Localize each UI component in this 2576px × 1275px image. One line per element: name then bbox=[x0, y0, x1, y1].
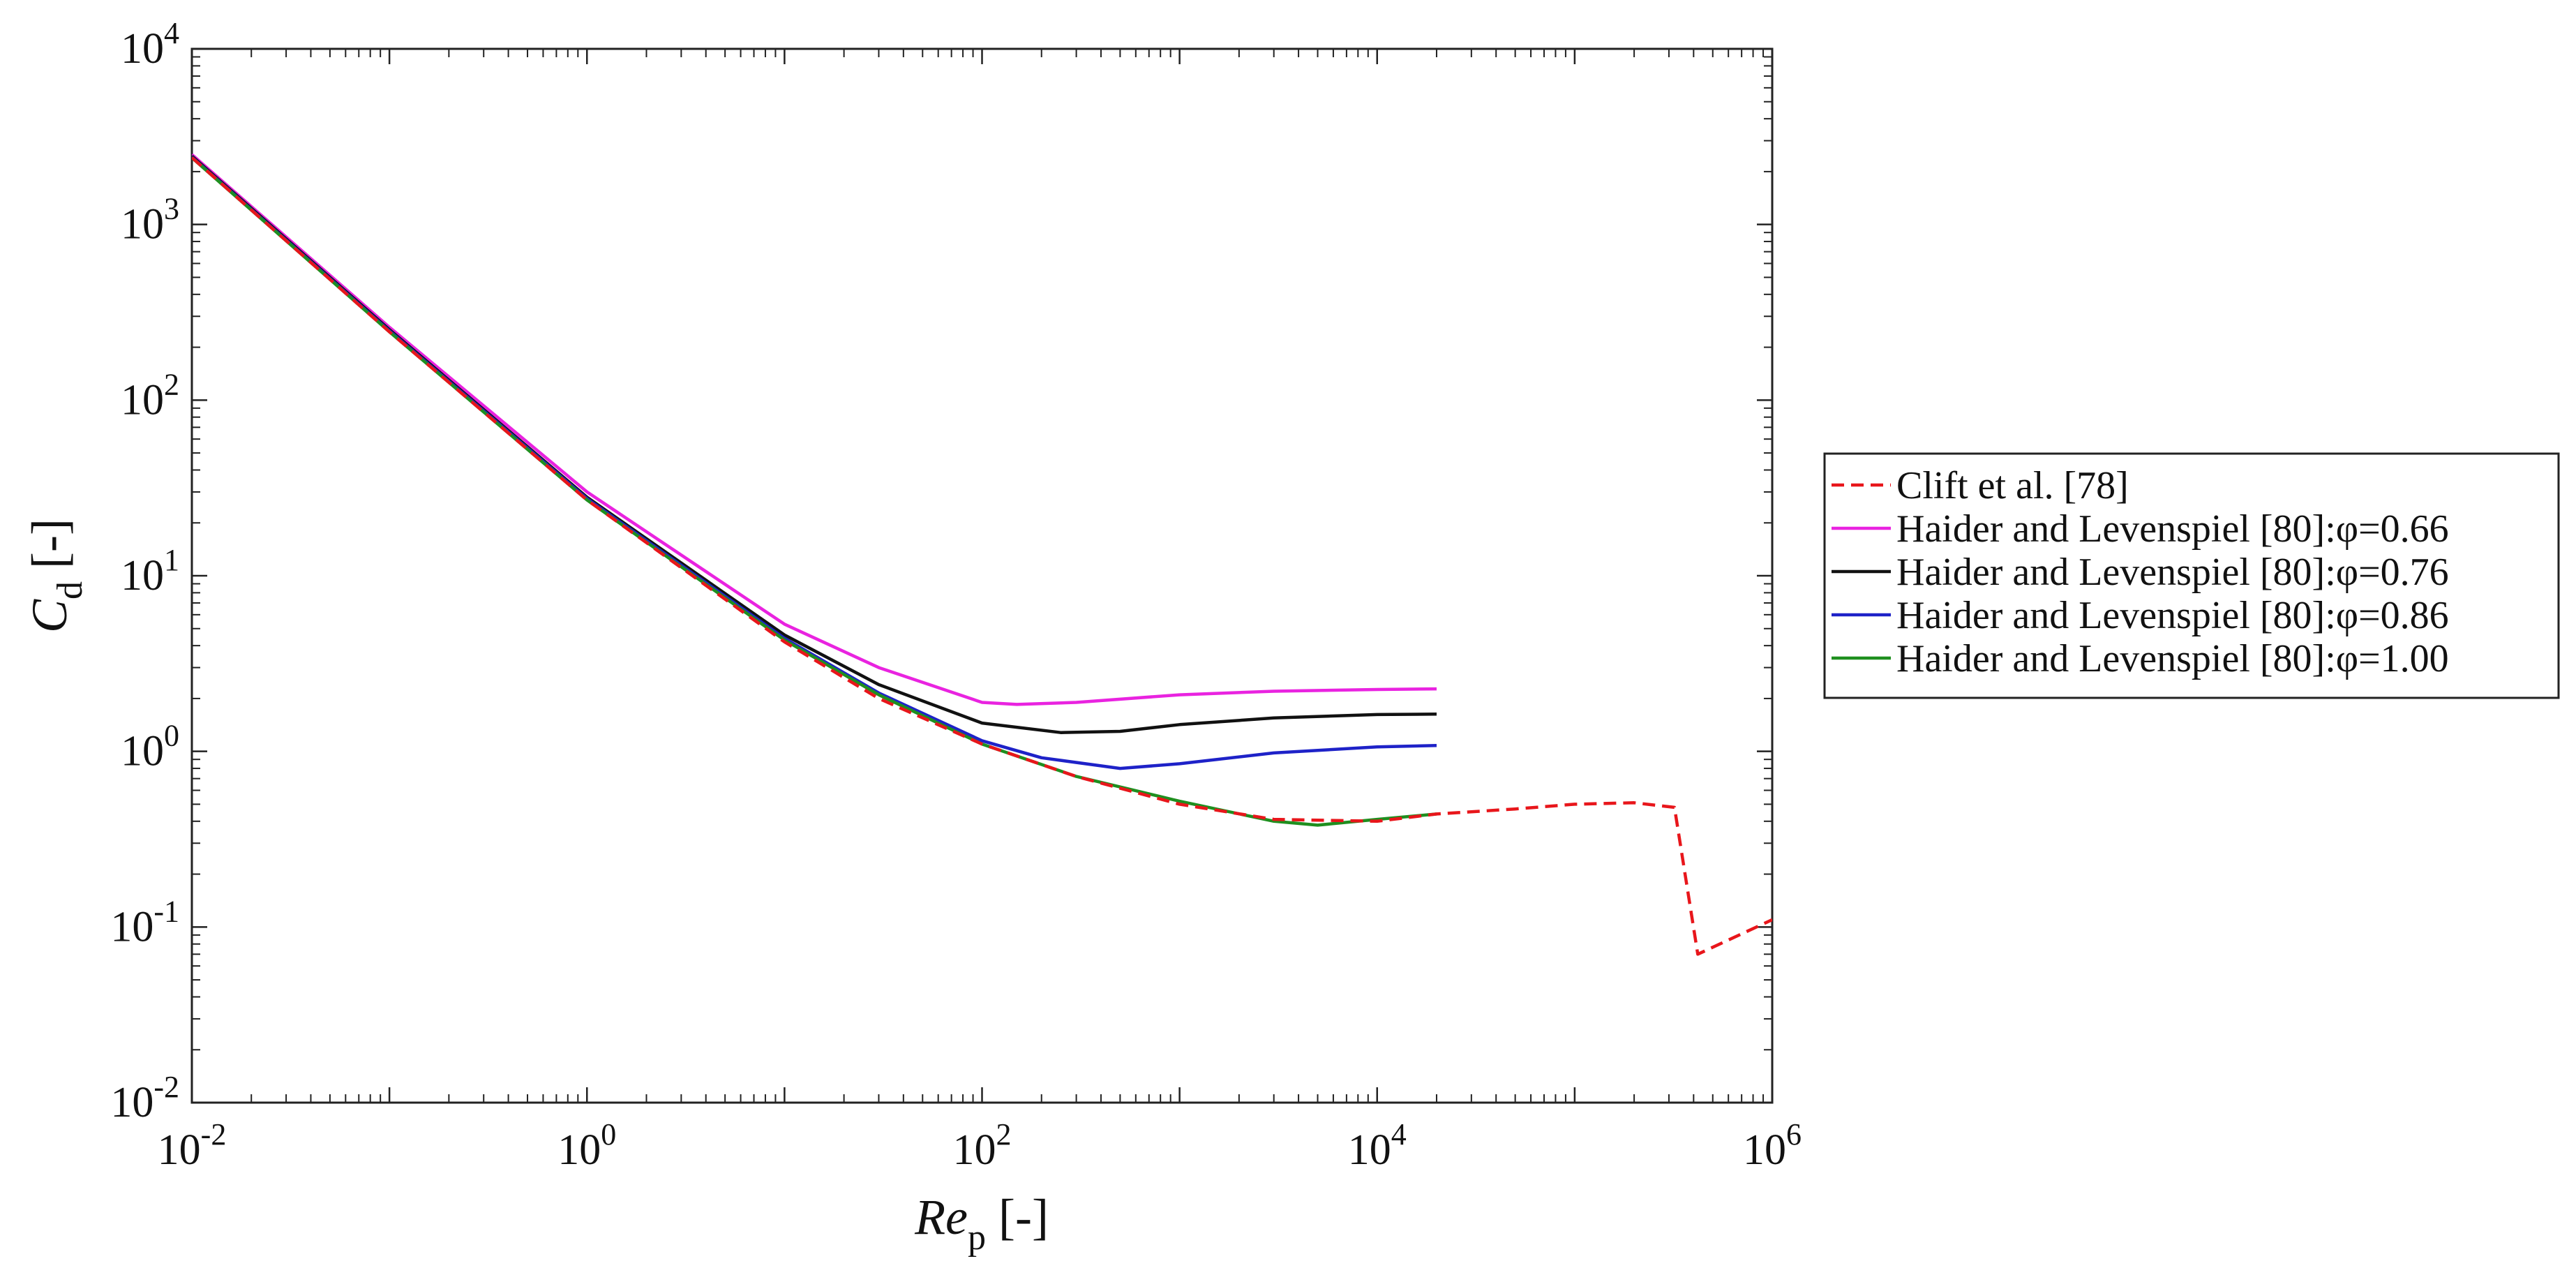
x-tick-label: 102 bbox=[953, 1117, 1012, 1174]
legend-label: Haider and Levenspiel [80]:φ=0.76 bbox=[1896, 551, 2449, 594]
y-tick-label: 10-1 bbox=[110, 894, 179, 950]
y-tick-label: 10-2 bbox=[110, 1070, 179, 1126]
legend-box bbox=[1823, 452, 2560, 699]
legend-entries: Clift et al. [78]Haider and Levenspiel [… bbox=[1832, 464, 2449, 680]
plot-area bbox=[190, 47, 1774, 1104]
legend-label: Clift et al. [78] bbox=[1896, 464, 2129, 507]
minor-ticks bbox=[192, 49, 1772, 1103]
legend-label: Haider and Levenspiel [80]:φ=1.00 bbox=[1896, 637, 2449, 680]
x-tick-label: 100 bbox=[557, 1117, 616, 1174]
x-tick-label: 10-2 bbox=[158, 1117, 227, 1174]
x-axis-label: Rep [-] bbox=[914, 1189, 1049, 1258]
y-tick-label: 103 bbox=[121, 192, 179, 248]
series-line-1 bbox=[192, 153, 1437, 706]
series-line-0 bbox=[192, 156, 1772, 956]
major-ticks bbox=[190, 47, 1774, 1104]
legend-label: Haider and Levenspiel [80]:φ=0.86 bbox=[1896, 594, 2449, 637]
legend: Clift et al. [78]Haider and Levenspiel [… bbox=[1823, 452, 2560, 699]
x-tick-labels: 10-2 100 102 104 106 bbox=[158, 1117, 1802, 1174]
legend-label: Haider and Levenspiel [80]:φ=0.66 bbox=[1896, 507, 2449, 551]
y-tick-label: 101 bbox=[121, 543, 179, 599]
x-tick-label: 104 bbox=[1348, 1117, 1407, 1174]
y-tick-label: 104 bbox=[121, 16, 179, 73]
x-tick-label: 106 bbox=[1743, 1117, 1802, 1174]
y-tick-labels: 10-2 10-1 100 101 102 103 104 bbox=[110, 16, 179, 1126]
y-axis-label: Cd [-] bbox=[22, 519, 90, 633]
y-tick-label: 100 bbox=[121, 719, 179, 775]
y-tick-label: 102 bbox=[121, 367, 179, 424]
series-layer bbox=[192, 153, 1772, 956]
